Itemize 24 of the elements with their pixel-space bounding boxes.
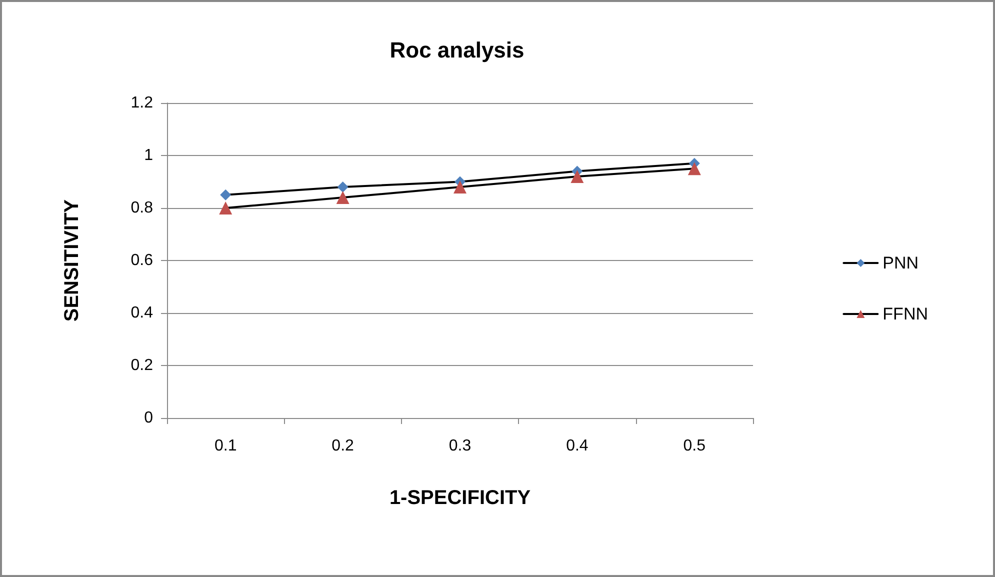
point — [570, 170, 584, 183]
x-axis-title: 1-SPECIFICITY — [389, 487, 532, 509]
y-tick-label: 0.6 — [130, 252, 154, 269]
x-tick-label: 0.2 — [332, 438, 354, 454]
y-tick-label: 1 — [144, 147, 154, 164]
y-tick-label: 0.2 — [130, 357, 154, 374]
point — [220, 189, 232, 200]
x-tick-label: 0.5 — [683, 438, 706, 454]
y-tick-label: 1.2 — [130, 94, 154, 112]
legend-label: PNN — [882, 254, 919, 272]
y-tick-label: 0.8 — [130, 200, 154, 216]
point — [336, 191, 350, 204]
x-tick-label: 0.1 — [214, 438, 237, 454]
point — [454, 180, 466, 194]
point — [688, 162, 701, 176]
legend-label: FFNN — [882, 304, 928, 324]
point — [337, 182, 348, 192]
x-tick-label: 0.3 — [448, 438, 472, 454]
point — [219, 202, 232, 214]
x-tick-label: 0.4 — [566, 438, 588, 454]
y-tick-label: 0 — [144, 410, 154, 426]
chart-title: Roc analysis — [390, 38, 524, 62]
y-axis-title: SENSITIVITY — [61, 198, 83, 322]
y-tick-label: 0.4 — [130, 304, 154, 322]
